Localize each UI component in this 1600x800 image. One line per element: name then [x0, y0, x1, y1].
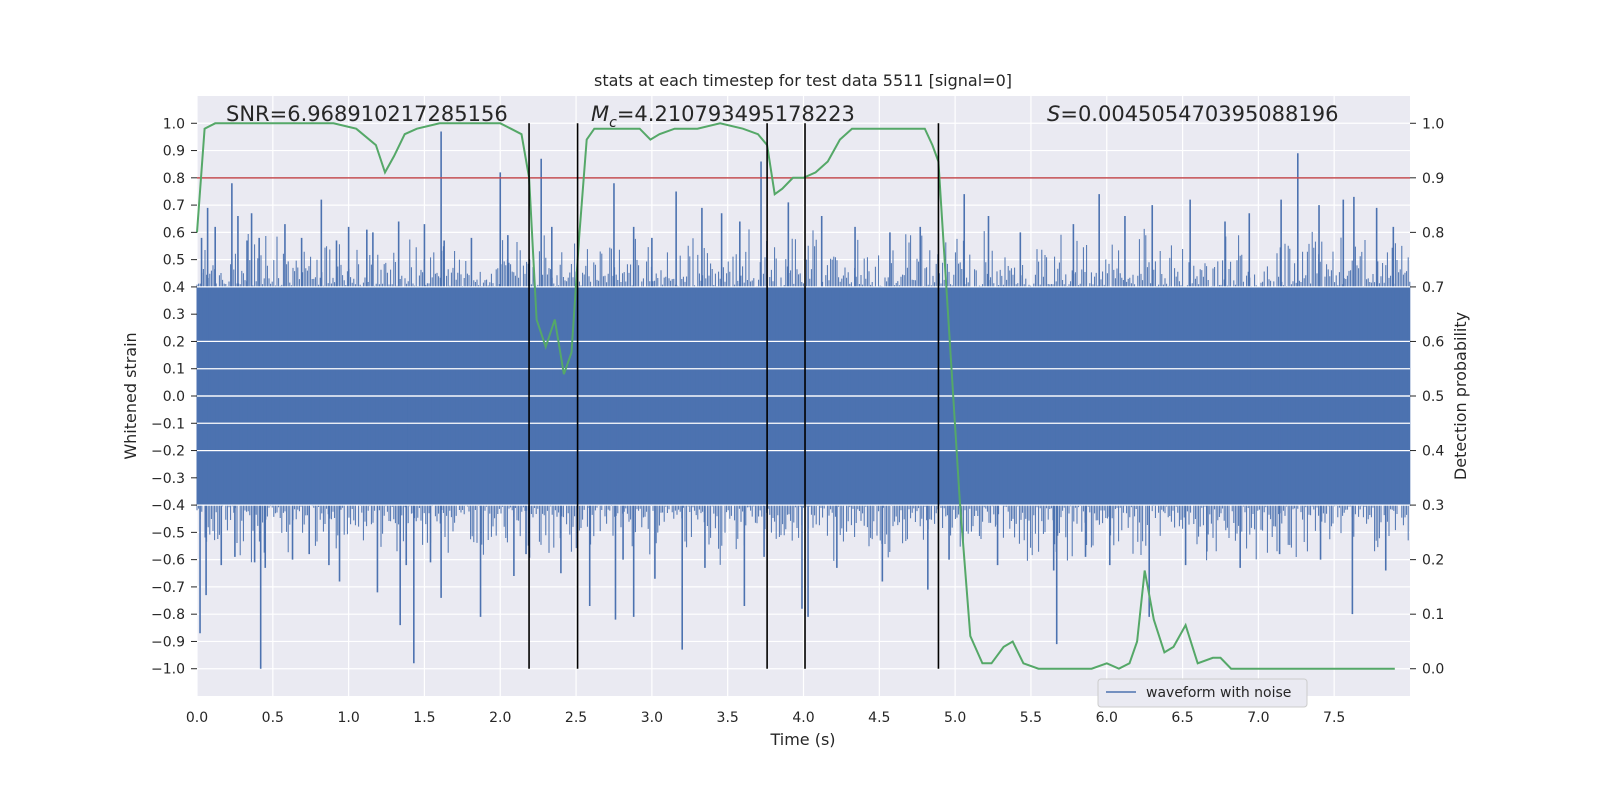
- annotation-chirp-mass-symbol: M: [591, 102, 609, 126]
- annotation-chirp-mass-value: =4.210793495178223: [617, 102, 855, 126]
- y-tick-label: −0.1: [151, 416, 185, 432]
- y-tick-label: 1.0: [163, 116, 185, 132]
- y-tick-label: −0.7: [151, 580, 185, 596]
- y-tick-label: −0.8: [151, 607, 185, 623]
- y-tick-label: 0.2: [163, 334, 185, 350]
- annotation-snr: SNR=6.968910217285156: [226, 102, 508, 126]
- x-tick-label: 0.0: [186, 710, 208, 726]
- chart-title: stats at each timestep for test data 551…: [594, 71, 1012, 90]
- annotation-s: S=0.004505470395088196: [1047, 102, 1338, 126]
- y2-tick-label: 0.3: [1422, 498, 1444, 514]
- y-axis-ticks: 1.0 0.9 0.8 0.7 0.6 0.5 0.4 0.3 0.2 0.1 0.0 −0.1 −0.…: [151, 116, 197, 678]
- legend: waveform with noise: [1097, 678, 1308, 708]
- y-tick-label: 0.3: [163, 307, 185, 323]
- y-tick-label: 0.8: [163, 171, 185, 187]
- y2-tick-label: 0.4: [1422, 444, 1444, 460]
- x-tick-label: 7.5: [1323, 710, 1345, 726]
- x-tick-label: 2.0: [489, 710, 511, 726]
- x-tick-label: 6.5: [1171, 710, 1193, 726]
- y-tick-label: 0.0: [163, 389, 185, 405]
- x-axis-label: Time (s): [769, 730, 835, 749]
- y2-tick-label: 0.7: [1422, 280, 1444, 296]
- waveform-series: [196, 131, 1411, 669]
- y2-tick-label: 0.0: [1422, 662, 1444, 678]
- y2-tick-label: 0.8: [1422, 225, 1444, 241]
- x-tick-label: 5.5: [1020, 710, 1042, 726]
- annotation-s-value: =0.004505470395088196: [1060, 102, 1338, 126]
- y2-tick-label: 0.2: [1422, 553, 1444, 569]
- x-tick-label: 4.0: [792, 710, 814, 726]
- x-tick-label: 6.0: [1096, 710, 1118, 726]
- y2-axis-label: Detection probability: [1451, 312, 1470, 480]
- x-tick-label: 1.0: [337, 710, 359, 726]
- annotation-chirp-mass-subscript: c: [609, 115, 617, 131]
- y2-axis-ticks: 1.0 0.9 0.8 0.7 0.6 0.5 0.4 0.3 0.2 0.1 0.0: [1410, 116, 1444, 678]
- y2-tick-label: 0.1: [1422, 607, 1444, 623]
- y2-tick-label: 0.9: [1422, 171, 1444, 187]
- y2-tick-label: 0.6: [1422, 334, 1444, 350]
- y-tick-label: 0.4: [163, 280, 185, 296]
- y-axis-label: Whitened strain: [121, 332, 140, 459]
- x-tick-label: 7.0: [1247, 710, 1269, 726]
- y-tick-label: 0.5: [163, 253, 185, 269]
- annotation-s-symbol: S: [1047, 102, 1060, 126]
- y-tick-label: −0.2: [151, 444, 185, 460]
- y-tick-label: −0.9: [151, 634, 185, 650]
- y-tick-label: 0.7: [163, 198, 185, 214]
- y-tick-label: 0.6: [163, 225, 185, 241]
- y2-tick-label: 0.5: [1422, 389, 1444, 405]
- y-tick-label: −0.6: [151, 553, 185, 569]
- x-axis-ticks: 0.0 0.5 1.0 1.5 2.0 2.5 3.0 3.5 4.0 4.5 5.0 5.5 6.0 6…: [186, 710, 1345, 726]
- annotation-chirp-mass: Mc=4.210793495178223: [591, 102, 855, 131]
- x-tick-label: 0.5: [262, 710, 284, 726]
- x-tick-label: 2.5: [565, 710, 587, 726]
- x-tick-label: 3.5: [717, 710, 739, 726]
- x-tick-label: 1.5: [413, 710, 435, 726]
- detection-probability-series: [196, 122, 1395, 670]
- y-tick-label: −0.3: [151, 471, 185, 487]
- legend-label-waveform: waveform with noise: [1146, 685, 1291, 701]
- x-tick-label: 5.0: [944, 710, 966, 726]
- y-tick-label: 0.9: [163, 144, 185, 160]
- detection-probability-line: [196, 122, 1395, 670]
- y-tick-label: −1.0: [151, 662, 185, 678]
- x-tick-label: 3.0: [641, 710, 663, 726]
- x-tick-label: 4.5: [868, 710, 890, 726]
- y-tick-label: −0.5: [151, 525, 185, 541]
- legend-box: [1097, 678, 1308, 708]
- y-tick-label: 0.1: [163, 362, 185, 378]
- vertical-markers: [528, 123, 940, 669]
- y2-tick-label: 1.0: [1422, 116, 1444, 132]
- y-tick-label: −0.4: [151, 498, 185, 514]
